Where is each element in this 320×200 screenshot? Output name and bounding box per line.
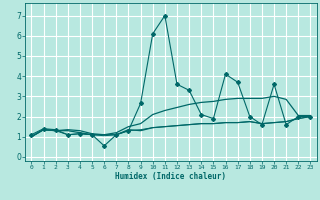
X-axis label: Humidex (Indice chaleur): Humidex (Indice chaleur) bbox=[116, 172, 227, 181]
